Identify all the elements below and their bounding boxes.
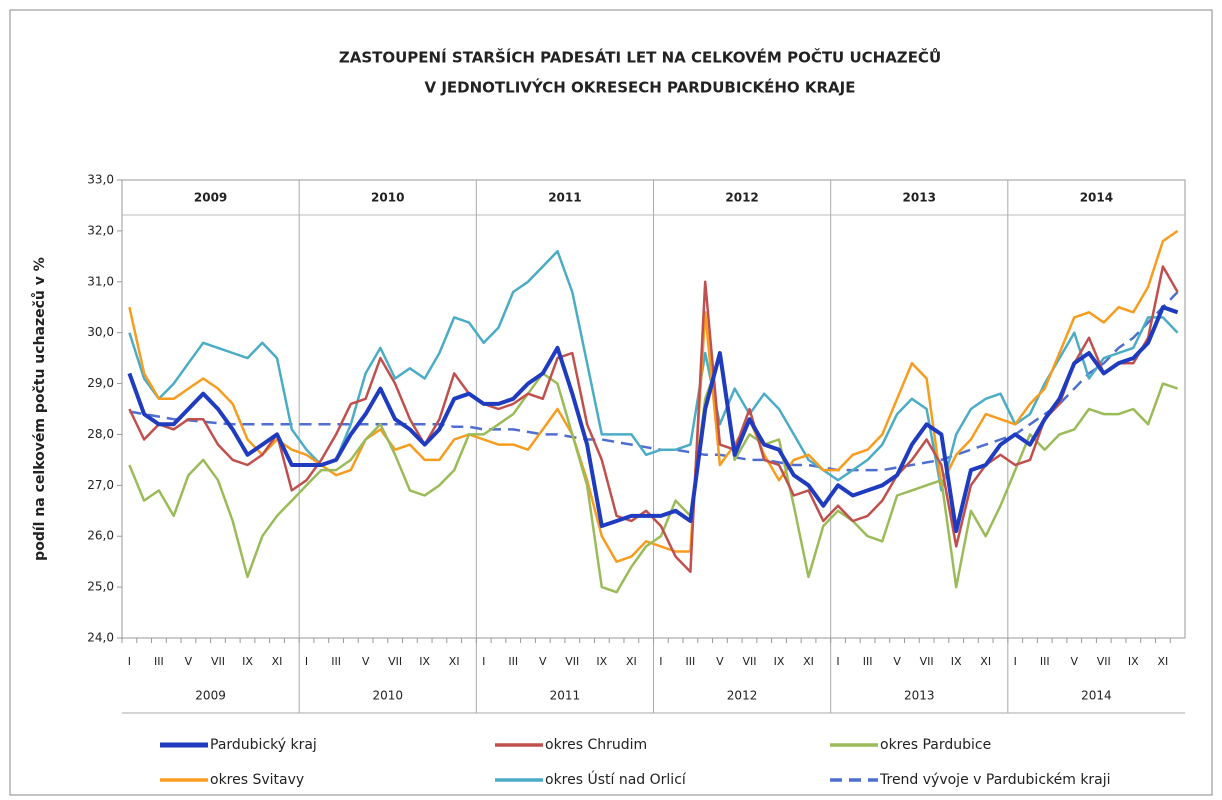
year-label: 2013 (904, 689, 935, 703)
y-tick-label: 32,0 (87, 223, 114, 237)
y-tick-label: 33,0 (87, 173, 114, 187)
y-tick-label: 28,0 (87, 427, 114, 441)
x-tick-label: V (539, 655, 547, 668)
x-tick-label: V (893, 655, 901, 668)
year-label: 2011 (550, 689, 581, 703)
year-label: 2009 (195, 689, 226, 703)
y-tick-label: 26,0 (87, 529, 114, 543)
x-tick-label: VII (211, 655, 225, 668)
series-line (127, 305, 1179, 534)
x-tick-label: I (482, 655, 485, 668)
x-tick-label: III (863, 655, 873, 668)
x-tick-label: IX (1128, 655, 1139, 668)
year-label: 2010 (371, 191, 404, 205)
x-tick-label: IX (596, 655, 607, 668)
x-tick-label: III (686, 655, 696, 668)
x-tick-label: IX (774, 655, 785, 668)
y-tick-label: 29,0 (87, 376, 114, 390)
year-label: 2014 (1081, 689, 1112, 703)
x-tick-label: V (716, 655, 724, 668)
x-tick-label: VII (565, 655, 579, 668)
y-tick-label: 24,0 (87, 631, 114, 645)
x-tick-label: III (1040, 655, 1050, 668)
legend-label: okres Chrudim (545, 737, 647, 753)
year-label: 2012 (725, 191, 758, 205)
x-tick-label: IX (951, 655, 962, 668)
y-tick-label: 27,0 (87, 478, 114, 492)
x-tick-label: XI (449, 655, 460, 668)
y-tick-label: 31,0 (87, 274, 114, 288)
x-tick-label: I (305, 655, 308, 668)
series-line (129, 291, 1179, 472)
legend-label: okres Pardubice (880, 737, 991, 753)
legend-label: Trend vývoje v Pardubickém kraji (879, 772, 1111, 788)
y-axis-label: podíl na celkovém počtu uchazečů v % (31, 257, 48, 561)
x-tick-label: VII (1097, 655, 1111, 668)
legend-label: okres Ústí nad Orlicí (545, 770, 687, 788)
x-tick-label: VII (388, 655, 402, 668)
year-label: 2014 (1080, 191, 1113, 205)
year-label: 2010 (372, 689, 403, 703)
series-line (128, 356, 1179, 594)
x-tick-label: V (185, 655, 193, 668)
x-tick-label: XI (272, 655, 283, 668)
x-tick-label: I (836, 655, 839, 668)
chart-title: ZASTOUPENÍ STARŠÍCH PADESÁTI LET NA CELK… (339, 47, 941, 67)
x-tick-label: III (154, 655, 164, 668)
x-tick-label: III (508, 655, 518, 668)
chart-title: V JEDNOTLIVÝCH OKRESECH PARDUBICKÉHO KRA… (425, 78, 856, 97)
x-tick-label: XI (803, 655, 814, 668)
x-tick-label: VII (742, 655, 756, 668)
x-tick-label: V (362, 655, 370, 668)
x-tick-label: I (659, 655, 662, 668)
x-tick-label: I (1014, 655, 1017, 668)
legend-label: okres Svitavy (210, 772, 304, 788)
x-tick-label: V (1071, 655, 1079, 668)
x-tick-label: IX (419, 655, 430, 668)
series-line (128, 265, 1179, 574)
series-line (128, 249, 1179, 492)
year-label: 2013 (903, 191, 936, 205)
x-tick-label: XI (626, 655, 637, 668)
year-label: 2011 (548, 191, 581, 205)
y-tick-label: 25,0 (87, 580, 114, 594)
x-tick-label: III (331, 655, 341, 668)
x-tick-label: XI (980, 655, 991, 668)
x-tick-label: VII (920, 655, 934, 668)
legend-label: Pardubický kraj (210, 737, 317, 753)
series-line (128, 229, 1179, 563)
x-tick-label: IX (242, 655, 253, 668)
y-tick-label: 30,0 (87, 325, 114, 339)
year-label: 2009 (194, 191, 227, 205)
year-label: 2012 (727, 689, 758, 703)
x-tick-label: XI (1157, 655, 1168, 668)
x-tick-label: I (128, 655, 131, 668)
